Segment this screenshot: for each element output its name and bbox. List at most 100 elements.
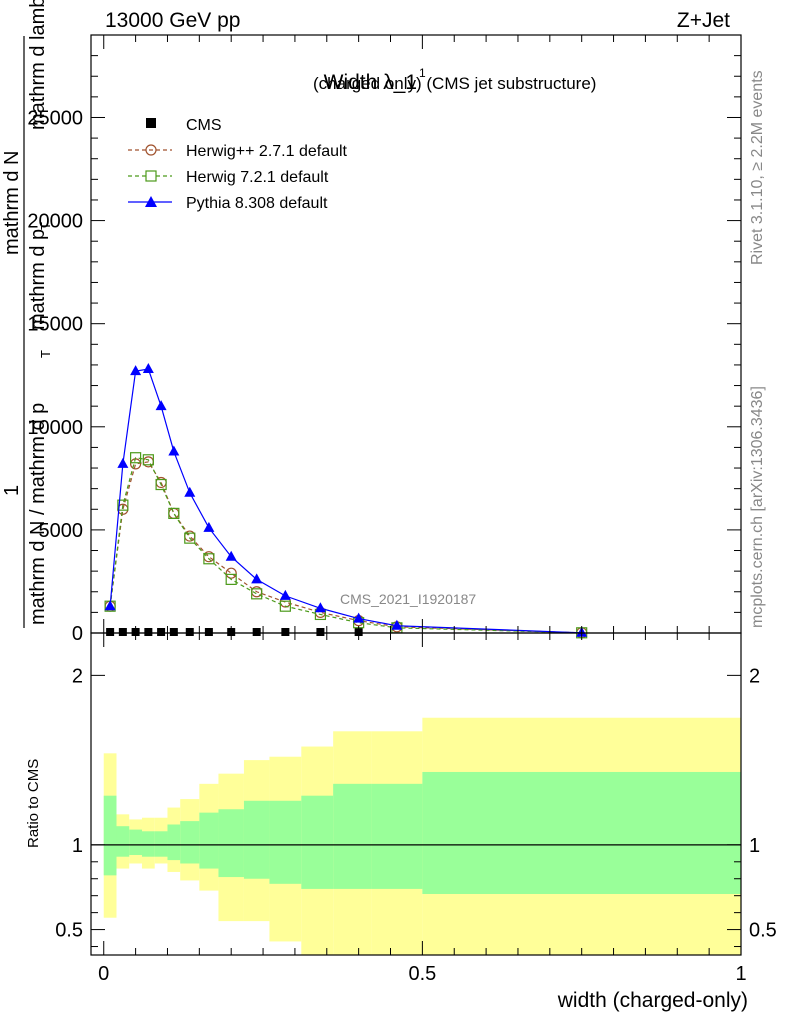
ratio-y-tick-label-left: 1 bbox=[72, 835, 83, 857]
data-point bbox=[168, 445, 180, 456]
ratio-y-tick-label-right: 1 bbox=[749, 835, 760, 857]
data-point bbox=[204, 628, 213, 636]
legend-herwigpp-marker bbox=[145, 144, 157, 156]
main-data-layer bbox=[104, 363, 588, 639]
ylabel-dlambda: mathrm d lambda bbox=[27, 0, 49, 130]
mcplots-label: mcplots.cern.ch [arXiv:1306.3436] bbox=[749, 386, 766, 628]
data-point bbox=[185, 628, 194, 636]
header-left: 13000 GeV pp bbox=[105, 9, 240, 32]
data-point bbox=[155, 400, 167, 411]
series-herwig-7-2-1-default bbox=[104, 452, 588, 639]
data-point bbox=[117, 457, 129, 468]
legend-herwig7-label: Herwig 7.2.1 default bbox=[186, 169, 329, 186]
legend-pythia-marker bbox=[145, 196, 157, 207]
data-point bbox=[106, 628, 115, 636]
band-bin bbox=[167, 824, 181, 861]
ylabel-dn: mathrm d N bbox=[1, 151, 23, 255]
y-tick-label: 10000 bbox=[27, 417, 83, 439]
data-point bbox=[279, 600, 291, 612]
data-point bbox=[184, 532, 196, 544]
band-bin bbox=[103, 795, 117, 876]
band-bin bbox=[422, 771, 741, 894]
data-point bbox=[157, 628, 166, 636]
data-point bbox=[104, 600, 116, 611]
data-point bbox=[314, 602, 326, 613]
main-panel: 0 5000 10000 15000 20000 25000 Width λ_1 1 (c… bbox=[1, 0, 742, 645]
ratio-data-layer bbox=[103, 717, 741, 955]
data-point bbox=[142, 363, 154, 374]
data-point bbox=[142, 454, 154, 466]
y-tick-label: 25000 bbox=[27, 107, 83, 129]
band-bin bbox=[129, 829, 142, 856]
band-inner bbox=[103, 771, 741, 894]
data-point bbox=[252, 628, 261, 636]
main-title-sup: 1 bbox=[419, 66, 426, 80]
band-bin bbox=[301, 795, 334, 889]
data-point bbox=[391, 619, 403, 630]
legend-herwig7-marker bbox=[145, 170, 157, 182]
ratio-y-tick-label-left: 0.5 bbox=[55, 920, 83, 942]
series-cms bbox=[106, 628, 363, 636]
band-bin bbox=[154, 831, 168, 857]
ylabel-denominator: mathrm d N / mathrm d p bbox=[27, 403, 49, 625]
y-tick-label: 20000 bbox=[27, 211, 83, 233]
band-bin bbox=[243, 800, 270, 879]
ylabel-sub-t1: T bbox=[38, 350, 53, 358]
x-axis-label: width (charged-only) bbox=[557, 989, 748, 1012]
rivet-label: Rivet 3.1.10, ≥ 2.2M events bbox=[749, 70, 766, 265]
band-bin bbox=[371, 783, 423, 889]
legend-pythia-label: Pythia 8.308 default bbox=[186, 195, 328, 212]
data-point bbox=[118, 628, 127, 636]
data-point bbox=[353, 612, 365, 623]
ratio-y-tick-label-left: 2 bbox=[72, 665, 83, 687]
data-point bbox=[251, 588, 263, 600]
band-bin bbox=[269, 800, 302, 884]
x-tick-label: 1 bbox=[735, 963, 746, 985]
ratio-panel: 0.5 0.51 12 20 0.5 1 Ratio to CMS width (char… bbox=[25, 632, 777, 1012]
series-line bbox=[109, 461, 582, 634]
data-point bbox=[155, 478, 167, 491]
legend-cms-label: CMS bbox=[186, 117, 222, 134]
legend: CMS Herwig++ 2.7.1 default Herwig 7.2.1 … bbox=[128, 117, 348, 212]
data-point bbox=[225, 573, 237, 585]
x-tick-label: 0.5 bbox=[408, 963, 436, 985]
ylabel-one: 1 bbox=[1, 485, 23, 496]
data-point bbox=[168, 507, 180, 519]
y-tick-label: 15000 bbox=[27, 314, 83, 336]
band-bin bbox=[180, 821, 200, 864]
ratio-axes: 0.5 0.51 12 20 0.5 1 bbox=[55, 633, 777, 985]
data-point bbox=[169, 628, 178, 636]
series-pythia-8-308-default bbox=[104, 363, 588, 637]
ratio-y-tick-label-right: 0.5 bbox=[749, 920, 777, 942]
ratio-frame bbox=[90, 632, 742, 956]
ylabel-sub-t2: T bbox=[38, 222, 53, 230]
band-bin bbox=[218, 809, 244, 878]
data-point bbox=[225, 567, 237, 579]
data-point bbox=[144, 628, 153, 636]
band-bin bbox=[116, 826, 130, 857]
series-line bbox=[109, 457, 582, 634]
watermark: CMS_2021_I1920187 bbox=[340, 591, 476, 607]
band-bin bbox=[333, 783, 372, 889]
ratio-y-tick-label-right: 2 bbox=[749, 665, 760, 687]
header-right: Z+Jet bbox=[677, 9, 730, 32]
data-point bbox=[168, 507, 180, 520]
data-point bbox=[251, 573, 263, 584]
band-bin bbox=[199, 812, 219, 869]
main-title-sub: (charged only) (CMS jet substructure) bbox=[313, 74, 596, 93]
main-ylabel: 1 mathrm d N / mathrm d p T mathrm d N m… bbox=[1, 0, 53, 628]
x-tick-label: 0 bbox=[98, 963, 109, 985]
data-point bbox=[279, 589, 291, 600]
data-point bbox=[184, 486, 196, 497]
data-point bbox=[203, 521, 215, 532]
data-point bbox=[117, 499, 129, 511]
legend-cms-marker bbox=[146, 118, 156, 128]
data-point bbox=[225, 550, 237, 561]
data-point bbox=[203, 553, 215, 565]
ylabel-dpt: mathrm d p bbox=[27, 229, 49, 330]
ratio-ylabel: Ratio to CMS bbox=[25, 759, 42, 848]
legend-herwigpp-label: Herwig++ 2.7.1 default bbox=[186, 143, 348, 160]
data-point bbox=[316, 628, 325, 636]
y-tick-label: 0 bbox=[72, 623, 83, 645]
